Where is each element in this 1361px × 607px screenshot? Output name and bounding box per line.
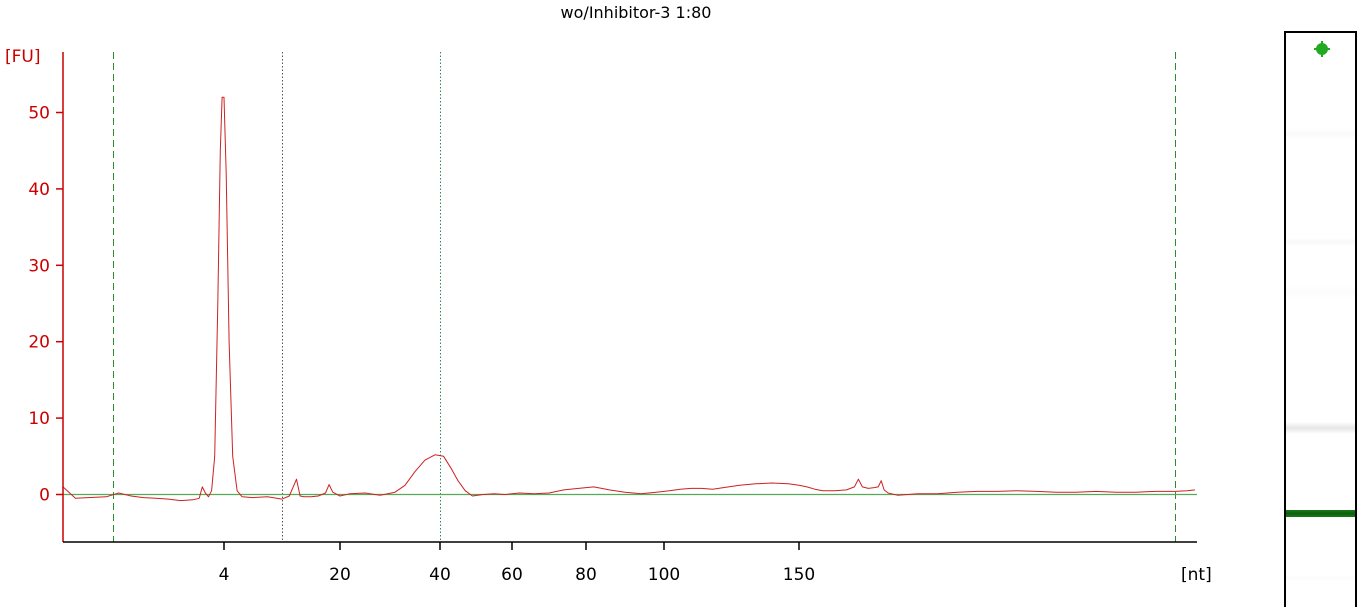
marker-lines <box>114 52 1176 542</box>
chart-title: wo/Inhibitor-3 1:80 <box>561 3 712 22</box>
gel-marker-icon <box>1313 40 1331 58</box>
y-tick-label: 30 <box>28 256 50 276</box>
x-tick-label: 4 <box>219 565 230 585</box>
gel-band <box>1286 510 1355 517</box>
gel-lane <box>1284 31 1357 607</box>
gel-band <box>1286 422 1355 434</box>
x-tick-label: 100 <box>648 565 680 585</box>
x-tick-label: 20 <box>329 565 351 585</box>
y-tick-label: 10 <box>28 409 50 429</box>
gel-band <box>1286 129 1355 139</box>
x-tick-label: 40 <box>429 565 451 585</box>
y-axis-ticks: 0 10 20 30 40 50 <box>28 104 63 506</box>
gel-band <box>1286 285 1355 299</box>
gel-band <box>1286 575 1355 581</box>
gel-band <box>1286 238 1355 246</box>
y-tick-label: 0 <box>39 486 50 506</box>
x-axis-unit-label: [nt] <box>1181 565 1212 585</box>
x-axis-ticks: 4 20 40 60 80 100 150 <box>219 542 816 585</box>
x-tick-label: 60 <box>501 565 523 585</box>
y-tick-label: 20 <box>28 333 50 353</box>
x-tick-label: 150 <box>783 565 815 585</box>
y-axis-unit-label: [FU] <box>5 47 41 67</box>
y-tick-label: 40 <box>28 180 50 200</box>
y-tick-label: 50 <box>28 104 50 124</box>
electropherogram-chart: wo/Inhibitor-3 1:80 [FU] [nt] 0 10 20 30 40 5… <box>0 0 1280 607</box>
x-tick-label: 80 <box>575 565 597 585</box>
electropherogram-trace <box>63 97 1195 500</box>
